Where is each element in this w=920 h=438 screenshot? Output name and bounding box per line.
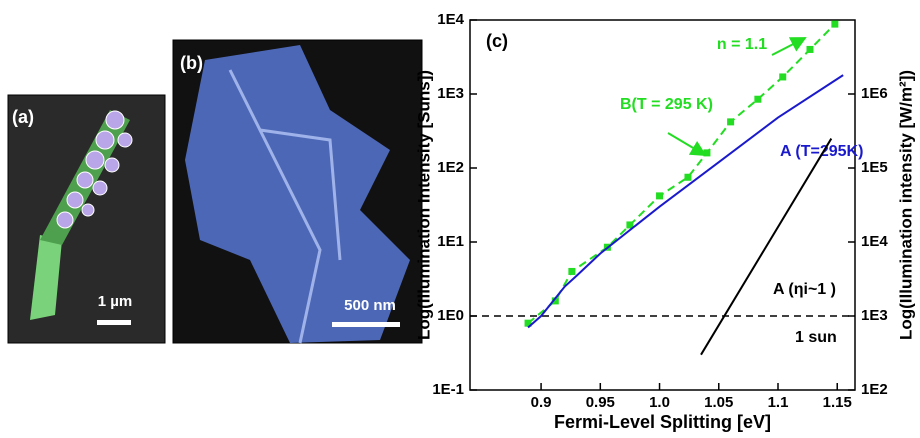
series-label: B(T = 295 K) xyxy=(620,96,713,113)
arrow xyxy=(667,132,707,157)
data-point xyxy=(754,95,762,103)
panel-a: (a) 1 µm xyxy=(7,94,166,344)
panel-label: (a) xyxy=(12,107,34,127)
data-point xyxy=(626,221,634,229)
x-tick-label: 1.0 xyxy=(649,394,670,411)
scale-label: 1 µm xyxy=(98,293,133,310)
y-axis-label: Log(Illumination Intensity [Suns]) xyxy=(414,70,433,340)
data-point xyxy=(656,192,664,200)
x-tick-label: 0.95 xyxy=(586,394,615,411)
x-tick-label: 1.05 xyxy=(704,394,733,411)
y-tick-label: 1E-1 xyxy=(432,381,464,398)
y2-tick-label: 1E5 xyxy=(861,159,888,176)
panel-b: (b) 500 nm xyxy=(172,39,423,344)
y2-tick-label: 1E6 xyxy=(861,85,888,102)
scale-label: 500 nm xyxy=(344,297,396,314)
data-point xyxy=(831,20,839,28)
data-point xyxy=(806,45,814,53)
x-tick-label: 1.1 xyxy=(768,394,789,411)
plot-frame xyxy=(469,19,856,391)
y-tick-label: 1E4 xyxy=(437,11,464,28)
series-label: A (T=295K) xyxy=(780,143,863,160)
y2-tick-label: 1E3 xyxy=(861,307,888,324)
data-point xyxy=(524,319,532,327)
y-tick-label: 1E0 xyxy=(437,307,464,324)
x-tick-label: 0.9 xyxy=(531,394,552,411)
data-point xyxy=(727,118,735,126)
x-tick-label: 1.15 xyxy=(823,394,852,411)
y2-tick-label: 1E4 xyxy=(861,233,888,250)
series-line xyxy=(527,74,844,329)
x-axis-label: Fermi-Level Splitting [eV] xyxy=(554,412,771,432)
y2-axis-label: Log(Illumination intensity [W/m²]) xyxy=(896,70,915,340)
data-point xyxy=(568,267,576,275)
arrow xyxy=(771,37,807,56)
chart: 1E-1 1E0 1E1 1E2 1E3 1E4 1E2 1E3 1E4 1E5 1E6 0.9 0.9… xyxy=(414,11,915,432)
series-label: A (ηi~1 ) xyxy=(773,281,836,298)
y2-tick-label: 1E2 xyxy=(861,381,888,398)
panel-label: (c) xyxy=(486,31,508,51)
y-tick-label: 1E3 xyxy=(437,85,464,102)
panel-label: (b) xyxy=(180,53,203,73)
reference-label: 1 sun xyxy=(795,329,837,346)
data-point xyxy=(684,173,692,181)
data-point xyxy=(779,73,787,81)
data-point xyxy=(551,297,559,305)
data-point xyxy=(703,149,711,157)
annotation: n = 1.1 xyxy=(717,36,767,53)
y-tick-label: 1E1 xyxy=(437,233,464,250)
series-line xyxy=(700,138,833,356)
y-tick-label: 1E2 xyxy=(437,159,464,176)
